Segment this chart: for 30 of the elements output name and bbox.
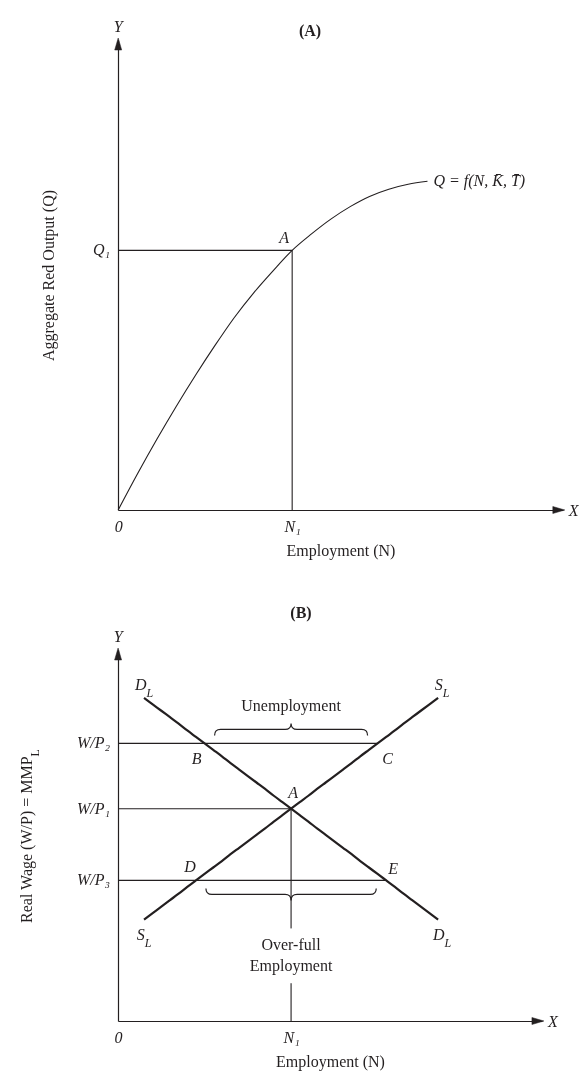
annotation: A bbox=[278, 229, 290, 247]
annotation: Unemployment bbox=[241, 697, 342, 716]
x-tick-label: 0 bbox=[114, 517, 123, 535]
annotation: S$_{L}$ bbox=[136, 925, 152, 950]
annotation: E bbox=[387, 860, 399, 878]
series-label: S$_{L}$ bbox=[434, 675, 450, 700]
annotation: Q = f(N, K̄, T̄) bbox=[433, 172, 526, 191]
text: Y bbox=[113, 628, 125, 645]
annotation: W/P₁ bbox=[76, 799, 111, 817]
x-tick-label: N₁ bbox=[282, 1028, 300, 1046]
annotation: D bbox=[183, 858, 197, 876]
x-axis-title: Employment (N) bbox=[276, 1052, 385, 1071]
x-axis-title: Employment (N) bbox=[286, 541, 396, 560]
annotation: W/P₃ bbox=[76, 871, 111, 889]
annotation: D$_{L}$ bbox=[431, 925, 452, 950]
annotation: A bbox=[287, 783, 299, 801]
annotation: Over-full Employment bbox=[249, 936, 333, 976]
x-tick-label: N₁ bbox=[283, 517, 301, 535]
text: Y bbox=[113, 18, 125, 35]
annotation: Q₁ bbox=[93, 241, 111, 259]
annotation: B bbox=[191, 750, 202, 768]
chart-title: (A) bbox=[298, 22, 322, 40]
series-label: D$_{L}$ bbox=[133, 675, 154, 700]
text: X bbox=[546, 1013, 559, 1030]
text: X bbox=[567, 502, 580, 519]
x-tick-label: 0 bbox=[114, 1028, 123, 1046]
annotation: W/P₂ bbox=[76, 734, 111, 752]
y-axis-title: Aggregate Red Output (Q) bbox=[39, 189, 58, 362]
chart-title: (B) bbox=[290, 604, 312, 622]
annotation: C bbox=[382, 750, 394, 768]
